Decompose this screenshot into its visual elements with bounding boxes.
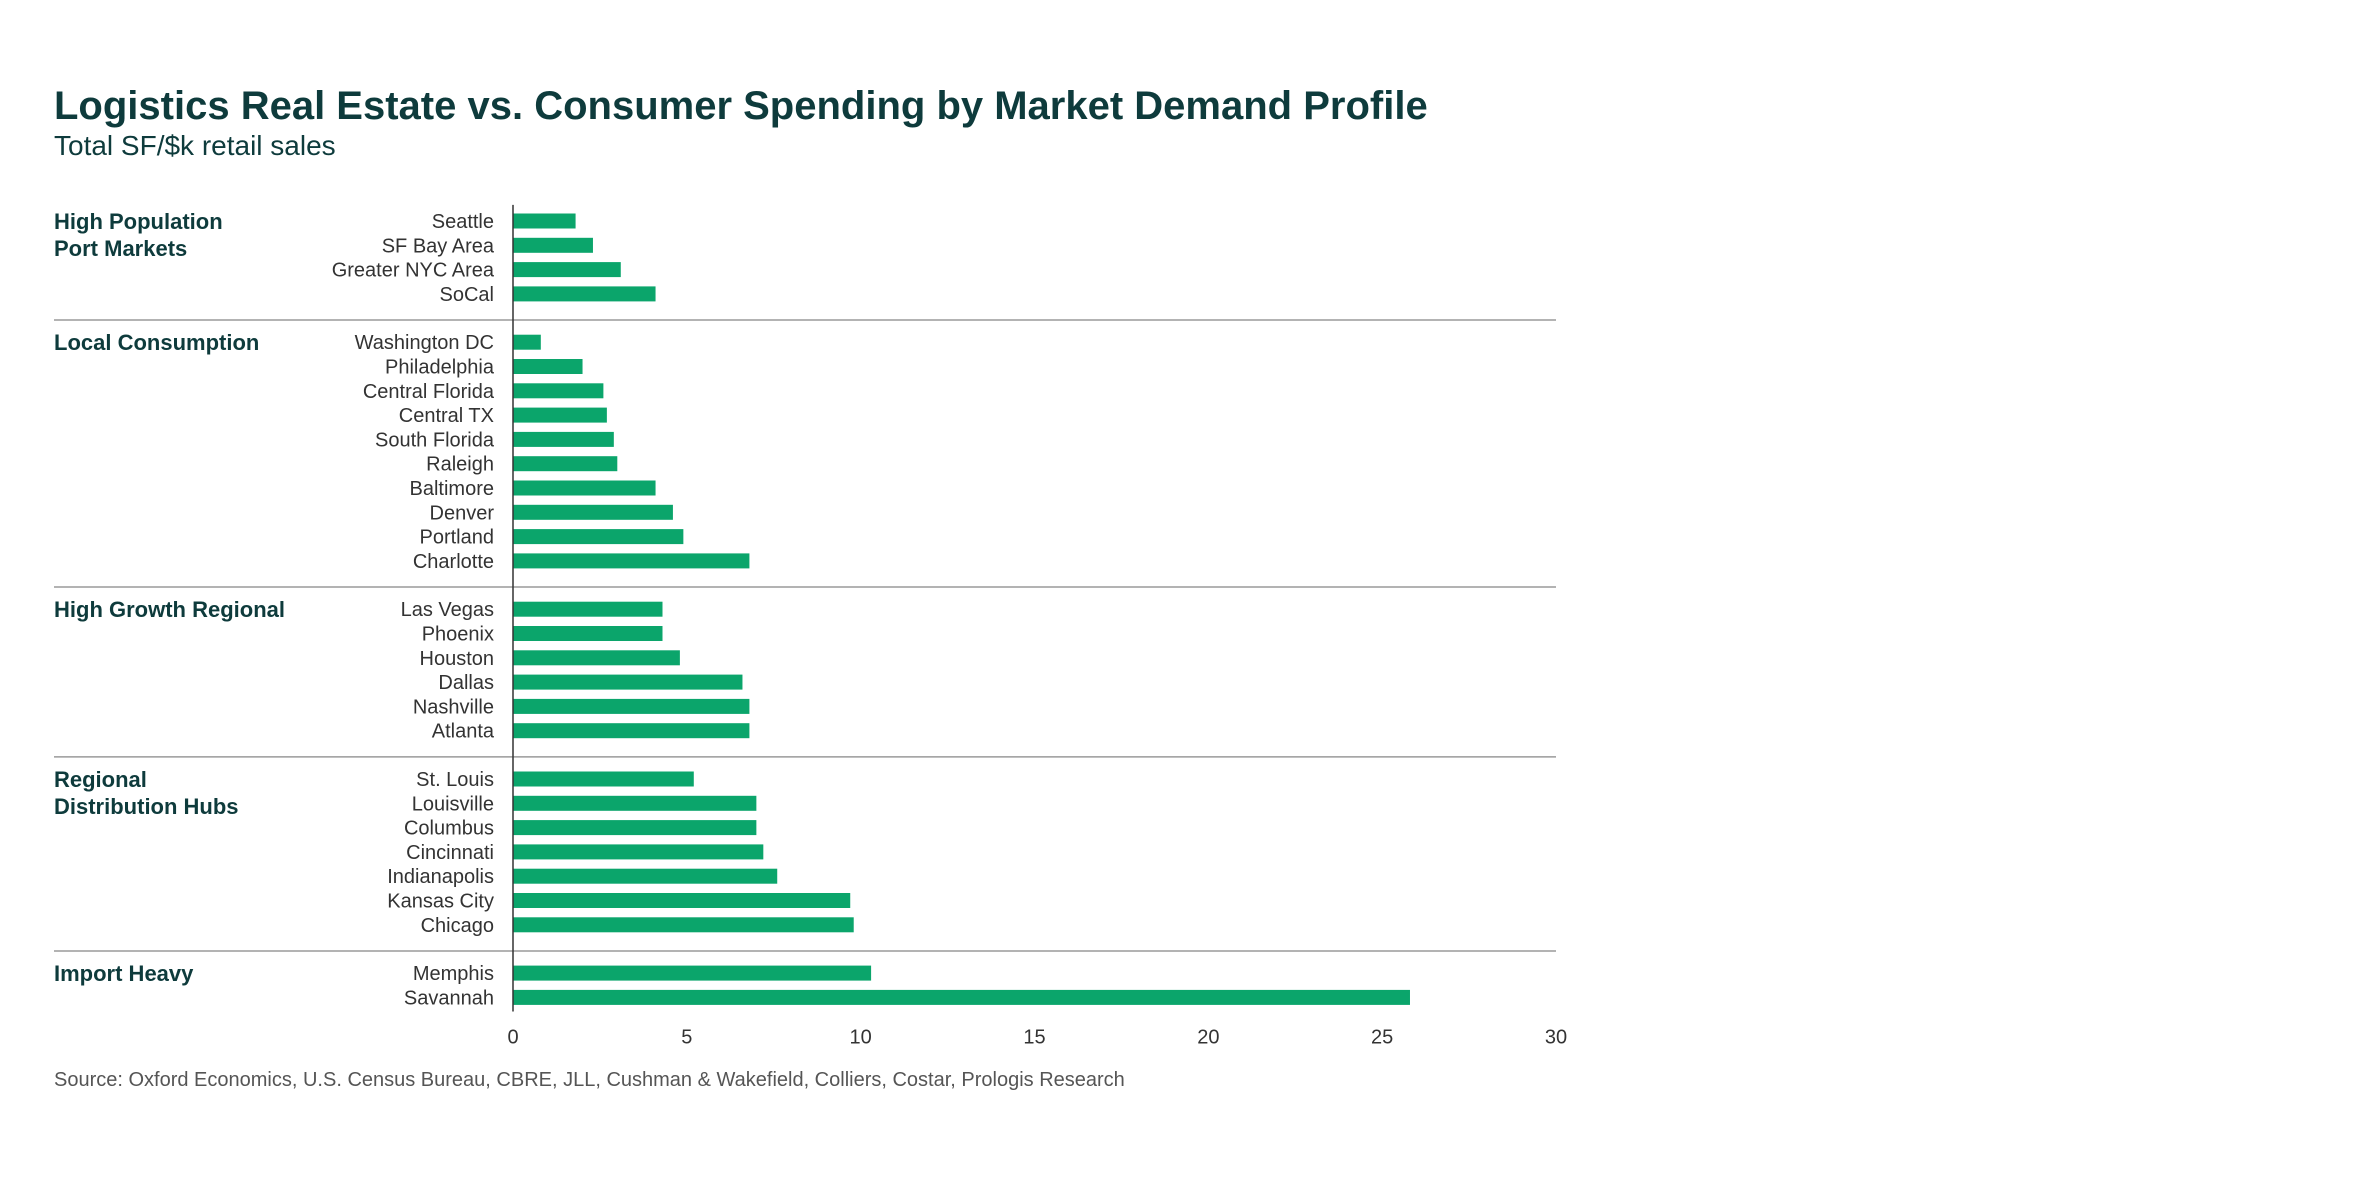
category-label: Nashville (413, 696, 494, 718)
category-label: Columbus (404, 818, 494, 840)
chart-subtitle: Total SF/$k retail sales (54, 130, 336, 161)
category-label: Cincinnati (406, 842, 494, 864)
bar (513, 868, 778, 884)
bar (513, 359, 583, 374)
bar (513, 626, 663, 641)
bar (513, 262, 621, 278)
bar (513, 213, 576, 229)
bar (513, 334, 541, 350)
bar (513, 893, 851, 908)
category-label: Las Vegas (401, 599, 494, 621)
group-label: Regional (54, 767, 147, 792)
bar (513, 407, 607, 423)
category-label: Kansas City (387, 891, 494, 913)
category-label: Seattle (432, 211, 494, 233)
category-label: Savannah (404, 987, 494, 1009)
category-label: Atlanta (432, 721, 495, 743)
source-note: Source: Oxford Economics, U.S. Census Bu… (54, 1069, 1125, 1091)
bar (513, 553, 750, 569)
bar (513, 504, 673, 520)
bar (513, 989, 1410, 1005)
group-label: High Growth Regional (54, 597, 285, 622)
category-label: Memphis (413, 963, 494, 985)
x-tick-label: 20 (1197, 1027, 1219, 1049)
bar (513, 674, 743, 690)
category-label: Washington DC (355, 332, 494, 354)
category-label: Raleigh (426, 454, 494, 476)
x-tick-label: 10 (850, 1027, 872, 1049)
category-label: Greater NYC Area (332, 260, 495, 282)
category-label: Baltimore (410, 478, 494, 500)
x-tick-label: 15 (1023, 1027, 1045, 1049)
category-label: Denver (430, 502, 495, 524)
bar (513, 723, 750, 739)
bar (513, 771, 694, 787)
category-label: Charlotte (413, 551, 494, 573)
bar (513, 529, 684, 545)
category-label: Dallas (438, 672, 494, 694)
x-tick-label: 30 (1545, 1027, 1567, 1049)
bar (513, 601, 663, 617)
chart-title: Logistics Real Estate vs. Consumer Spend… (54, 84, 1428, 128)
bar (513, 431, 614, 447)
category-label: Louisville (412, 793, 494, 815)
bar (513, 795, 757, 811)
category-label: South Florida (375, 429, 495, 451)
x-tick-label: 5 (681, 1027, 692, 1049)
category-label: Central Florida (363, 381, 495, 403)
category-label: SoCal (440, 284, 494, 306)
bar (513, 917, 854, 933)
bar (513, 698, 750, 714)
bar (513, 650, 680, 666)
category-label: Indianapolis (387, 866, 494, 888)
group-label: Import Heavy (54, 961, 194, 986)
x-tick-label: 0 (507, 1027, 518, 1049)
bar (513, 965, 872, 981)
bar (513, 480, 656, 496)
group-label: Local Consumption (54, 330, 259, 355)
bar (513, 237, 593, 253)
category-label: Houston (420, 648, 495, 670)
bar (513, 456, 618, 472)
category-label: SF Bay Area (382, 235, 495, 257)
bar (513, 820, 757, 836)
category-label: Central TX (399, 405, 494, 427)
category-label: Chicago (421, 915, 494, 937)
bar (513, 844, 764, 860)
group-label: Port Markets (54, 236, 187, 261)
category-label: St. Louis (416, 769, 494, 791)
group-label: High Population (54, 209, 223, 234)
bar (513, 383, 604, 399)
category-label: Phoenix (422, 624, 494, 646)
category-label: Portland (420, 527, 495, 549)
bar (513, 286, 656, 302)
x-tick-label: 25 (1371, 1027, 1393, 1049)
group-label: Distribution Hubs (54, 794, 239, 819)
category-label: Philadelphia (385, 357, 495, 379)
